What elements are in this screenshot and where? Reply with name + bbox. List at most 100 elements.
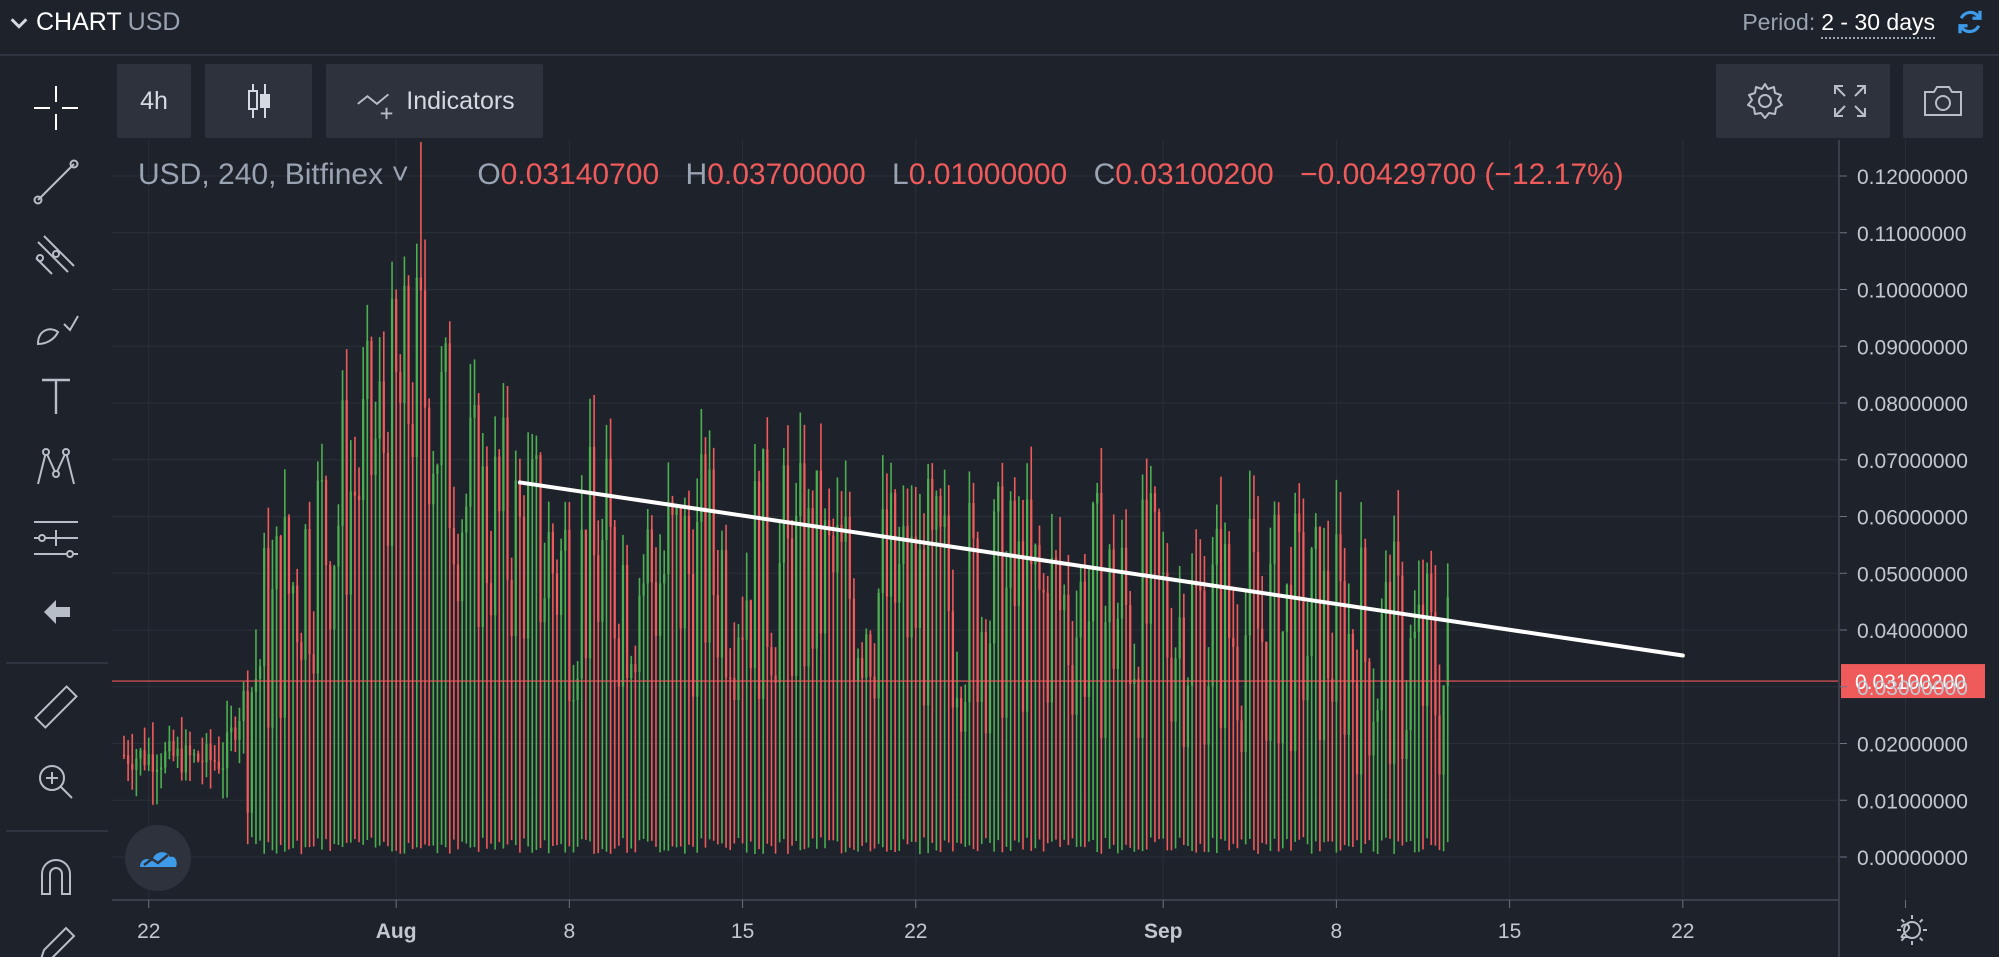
candle-body [951, 611, 955, 708]
remove-drawings-tool[interactable] [26, 582, 86, 642]
candle-body [1100, 492, 1103, 739]
candle-body [1211, 564, 1214, 687]
candle-body [1265, 641, 1268, 741]
candle-body [889, 492, 893, 597]
candle-body [1430, 573, 1433, 613]
candle-body [1409, 638, 1412, 731]
trend-line [517, 480, 1685, 658]
candle-body [535, 455, 538, 460]
candle-body [1273, 514, 1276, 564]
candle-body [324, 480, 328, 566]
candle-body [1054, 557, 1058, 563]
x-tick-label: 15 [731, 920, 754, 943]
candle-body [861, 657, 864, 678]
period-value[interactable]: 2 - 30 days [1821, 9, 1935, 39]
candle-body [568, 529, 571, 701]
candle-body [1298, 513, 1301, 533]
candle-body [1005, 587, 1008, 718]
crosshair-tool[interactable] [26, 78, 86, 138]
pattern-tool[interactable] [26, 436, 86, 496]
candle-body [914, 536, 917, 629]
candle-body [1351, 633, 1355, 683]
candle-body [881, 509, 884, 593]
indicators-button[interactable]: Indicators [326, 64, 543, 138]
candle-body [399, 372, 402, 404]
brush-tool[interactable] [26, 296, 86, 356]
candle-body [407, 285, 410, 425]
candle-body [617, 638, 620, 687]
drawing-toolbar [0, 58, 112, 957]
candle-body [296, 585, 299, 643]
tradingview-logo[interactable] [125, 825, 191, 891]
trend-line-tool[interactable] [26, 152, 86, 212]
candle-body [613, 526, 616, 639]
candle-body [1236, 646, 1239, 721]
candle-body [1178, 617, 1181, 659]
candle-body [753, 481, 757, 669]
candle-body [1104, 622, 1107, 739]
fib-tool[interactable] [26, 508, 86, 568]
candle-body [1058, 562, 1062, 611]
measure-tool[interactable] [26, 678, 86, 738]
candle-body [980, 632, 983, 702]
refresh-icon[interactable] [1955, 7, 1985, 37]
interval-button[interactable]: 4h [117, 64, 191, 138]
candle-body [230, 727, 233, 733]
magnet-tool[interactable] [26, 846, 86, 906]
candle-body [786, 465, 790, 539]
candle-body [304, 528, 307, 660]
candle-body [143, 750, 146, 766]
candle-body [1232, 637, 1235, 647]
chart-label: CHART [36, 8, 122, 36]
candle-body [547, 532, 550, 599]
text-tool[interactable] [26, 366, 86, 426]
candle-body [935, 496, 938, 530]
candle-body [988, 643, 992, 734]
candle-body [176, 748, 179, 757]
candle-body [1228, 544, 1231, 638]
screenshot-button[interactable] [1903, 64, 1983, 138]
candle-body [254, 679, 258, 693]
zoom-tool[interactable] [26, 752, 86, 812]
fullscreen-button[interactable] [1810, 64, 1890, 138]
pencil-tool[interactable] [26, 916, 86, 957]
candle-body [741, 637, 744, 640]
price-chart[interactable]: 0.03100200 0.00000000 0.01000000 0.0200000… [112, 140, 1999, 957]
candle-body [1162, 572, 1165, 575]
axis-settings-icon-core [1903, 921, 1921, 939]
candle-body [448, 343, 451, 529]
candle-body [625, 564, 629, 679]
candle-body [184, 745, 187, 773]
candle-body [494, 456, 497, 616]
x-tick-label: 22 [1671, 920, 1694, 943]
candle-body [213, 759, 216, 762]
candle-body [275, 536, 278, 590]
symbol-label[interactable]: USD, 240, Bitfinex ˅ [138, 158, 409, 191]
candle-body [790, 538, 794, 676]
period-selector[interactable]: Period: 2 - 30 days [1742, 9, 1935, 39]
candle-body [1314, 527, 1317, 549]
candle-body [234, 727, 237, 740]
chart-style-button[interactable] [205, 64, 312, 138]
candle-body [329, 565, 332, 630]
low-value: 0.01000000 [908, 158, 1068, 191]
candle-body [1071, 665, 1074, 715]
settings-button[interactable] [1716, 64, 1813, 138]
candle-body [283, 517, 286, 718]
candle-body [959, 698, 963, 732]
candle-body [947, 515, 950, 612]
candle-body [333, 566, 336, 630]
candle-body [943, 515, 946, 527]
candle-body [918, 549, 922, 629]
chart-title-toggle[interactable]: CHART USD [8, 8, 180, 37]
candle-body [696, 521, 699, 697]
y-tick-label: 0.12000000 [1857, 166, 1968, 189]
candle-body [1203, 590, 1206, 745]
candle-body [1025, 499, 1029, 712]
candle-body [341, 400, 344, 526]
x-tick-label: 8 [564, 920, 576, 943]
candle-body [353, 491, 357, 496]
y-tick-label: 0.08000000 [1857, 393, 1968, 416]
pitchfork-tool[interactable] [26, 224, 86, 284]
candle-body [469, 417, 472, 507]
